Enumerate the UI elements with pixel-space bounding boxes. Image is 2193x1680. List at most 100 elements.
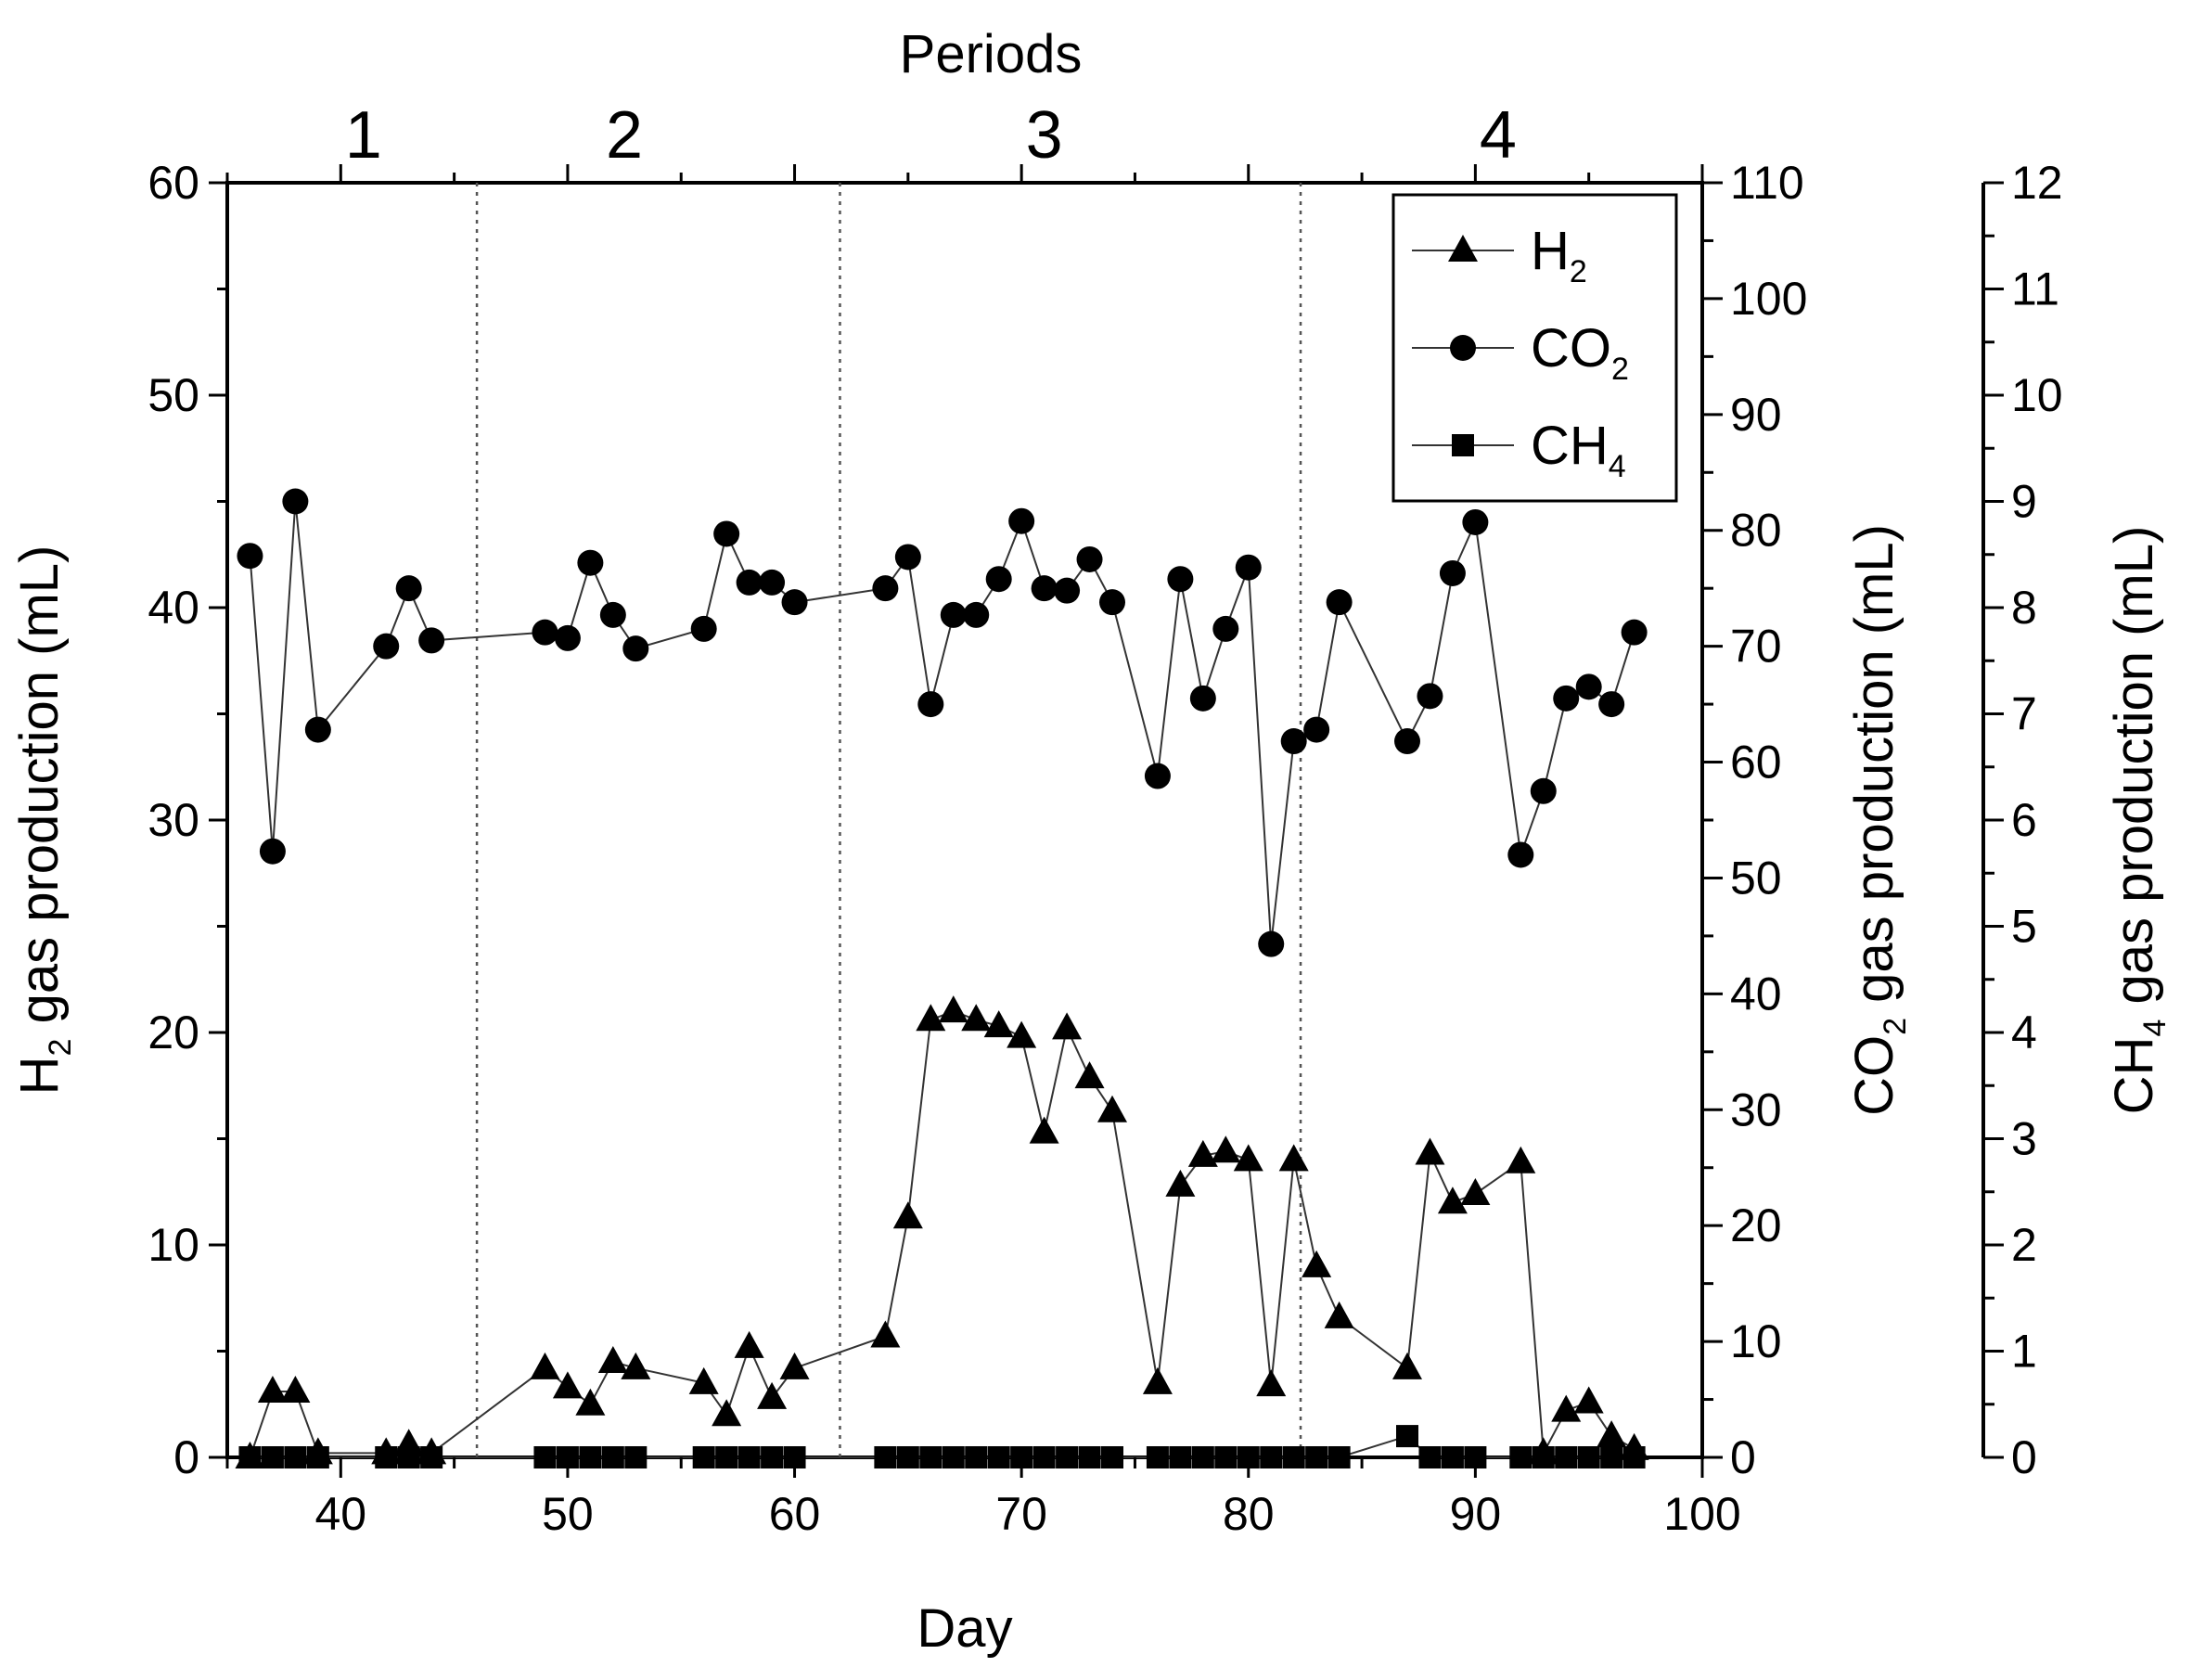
ch4-data-point <box>1396 1425 1418 1448</box>
co2-data-point <box>940 601 967 628</box>
co2-tick-label: 30 <box>1730 1084 1782 1135</box>
co2-data-point <box>1167 566 1194 593</box>
ch4-data-point <box>601 1446 624 1468</box>
co2-data-point <box>622 635 649 662</box>
co2-data-point <box>1212 615 1239 642</box>
h2-data-point <box>938 995 968 1023</box>
ch4-data-point <box>942 1446 965 1468</box>
h2-tick-label: 60 <box>147 157 199 209</box>
x-axis-title: Day <box>917 1598 1012 1659</box>
ch4-tick-label: 1 <box>2011 1326 2037 1378</box>
co2-data-point <box>418 627 445 654</box>
ch4-data-point <box>1532 1446 1555 1468</box>
ch4-tick-label: 7 <box>2011 688 2037 740</box>
top-axis: 1 2 3 4 <box>225 98 1704 183</box>
co2-tick-label: 110 <box>1730 157 1804 209</box>
h2-legend-marker <box>1448 235 1478 262</box>
x-tick-label: 100 <box>1663 1488 1740 1540</box>
ch4-data-point <box>1441 1446 1464 1468</box>
ch4-data-point <box>420 1446 443 1468</box>
ch4-data-point <box>533 1446 557 1468</box>
co2-data-point <box>1530 777 1557 804</box>
ch4-tick-label: 6 <box>2011 794 2037 846</box>
co2-data-point <box>759 569 786 596</box>
co2-tick-label: 100 <box>1730 273 1807 325</box>
top-axis-title: Periods <box>900 24 1083 84</box>
ch4-data-point <box>284 1446 307 1468</box>
h2-data-point <box>1415 1137 1445 1165</box>
co2-data-point <box>532 619 558 646</box>
ch4-data-point <box>715 1446 738 1468</box>
co2-data-point <box>1076 545 1103 572</box>
h2-data-point <box>1324 1301 1354 1328</box>
co2-data-point <box>1394 728 1420 755</box>
h2-data-point <box>961 1004 992 1032</box>
co2-axis-title-rest: gas production (mL) <box>1844 524 1904 1018</box>
h2-tick-label: 40 <box>147 582 199 634</box>
h2-data-point <box>1392 1352 1422 1379</box>
h2-data-point <box>280 1376 311 1404</box>
co2-legend-label: CO2 <box>1531 318 1629 387</box>
co2-data-point <box>985 566 1012 593</box>
co2-tick-label: 60 <box>1730 737 1782 789</box>
ch4-tick-label: 3 <box>2011 1113 2037 1165</box>
co2-tick-label: 20 <box>1730 1199 1782 1251</box>
ch4-data-point <box>1101 1446 1123 1468</box>
co2-data-point <box>577 549 604 576</box>
ch4-data-point <box>238 1446 262 1468</box>
h2-data-point <box>1007 1020 1037 1048</box>
ch4-data-point <box>579 1446 602 1468</box>
h2-data-point <box>1211 1135 1241 1163</box>
co2-legend-label-main: CO <box>1531 318 1611 378</box>
co2-data-point <box>690 615 717 642</box>
ch4-legend-label: CH4 <box>1531 416 1626 484</box>
h2-data-point <box>530 1352 560 1379</box>
co2-data-point <box>1417 683 1443 710</box>
ch4-axis-title-rest: gas production (mL) <box>2104 526 2164 1020</box>
ch4-tick-label: 8 <box>2011 582 2037 634</box>
h2-tick-label: 50 <box>147 369 199 421</box>
co2-data-point <box>1280 728 1307 755</box>
ch4-data-point <box>987 1446 1010 1468</box>
h2-legend-label-subscript: 2 <box>1570 254 1587 289</box>
h2-data-point <box>1597 1420 1627 1448</box>
h2-data-point <box>892 1201 923 1229</box>
co2-axis: 0 10 20 30 40 50 60 70 80 90 100 110 <box>1702 157 1807 1483</box>
x-tick-label: 50 <box>542 1488 594 1540</box>
co2-tick-label: 0 <box>1730 1431 1756 1483</box>
ch4-axis-title-subscript: 4 <box>2137 1020 2173 1037</box>
h2-data-point <box>983 1010 1014 1038</box>
period-label: 3 <box>1026 98 1063 173</box>
ch4-tick-label: 5 <box>2011 901 2037 953</box>
co2-data-point <box>1507 841 1534 868</box>
h2-data-point <box>712 1399 742 1427</box>
co2-data-point <box>599 601 626 628</box>
co2-data-point <box>713 520 740 547</box>
co2-data-point <box>1462 508 1489 535</box>
ch4-data-point <box>1418 1446 1442 1468</box>
ch4-data-point <box>1032 1446 1056 1468</box>
h2-axis-title-main: H <box>9 1056 70 1095</box>
h2-legend-label: H2 <box>1531 221 1587 289</box>
co2-data-point <box>1439 559 1466 586</box>
co2-data-point <box>1031 575 1058 602</box>
co2-data-point <box>894 544 921 571</box>
ch4-data-point <box>1555 1446 1578 1468</box>
co2-tick-label: 50 <box>1730 852 1782 904</box>
ch4-data-point <box>874 1446 897 1468</box>
co2-axis-title-subscript: 2 <box>1878 1018 1913 1035</box>
h2-data-point <box>552 1371 583 1399</box>
x-tick-label: 90 <box>1450 1488 1502 1540</box>
co2-data-point <box>1054 577 1081 604</box>
ch4-data-point <box>306 1446 329 1468</box>
co2-data-point <box>304 716 331 743</box>
ch4-data-point <box>1214 1446 1238 1468</box>
period-label: 4 <box>1480 98 1517 173</box>
h2-data-point <box>1437 1186 1468 1214</box>
ch4-tick-label: 2 <box>2011 1219 2037 1271</box>
h2-data-point <box>688 1366 719 1394</box>
co2-data-point <box>373 633 400 660</box>
ch4-data-point <box>1282 1446 1305 1468</box>
co2-data-point <box>395 575 422 602</box>
